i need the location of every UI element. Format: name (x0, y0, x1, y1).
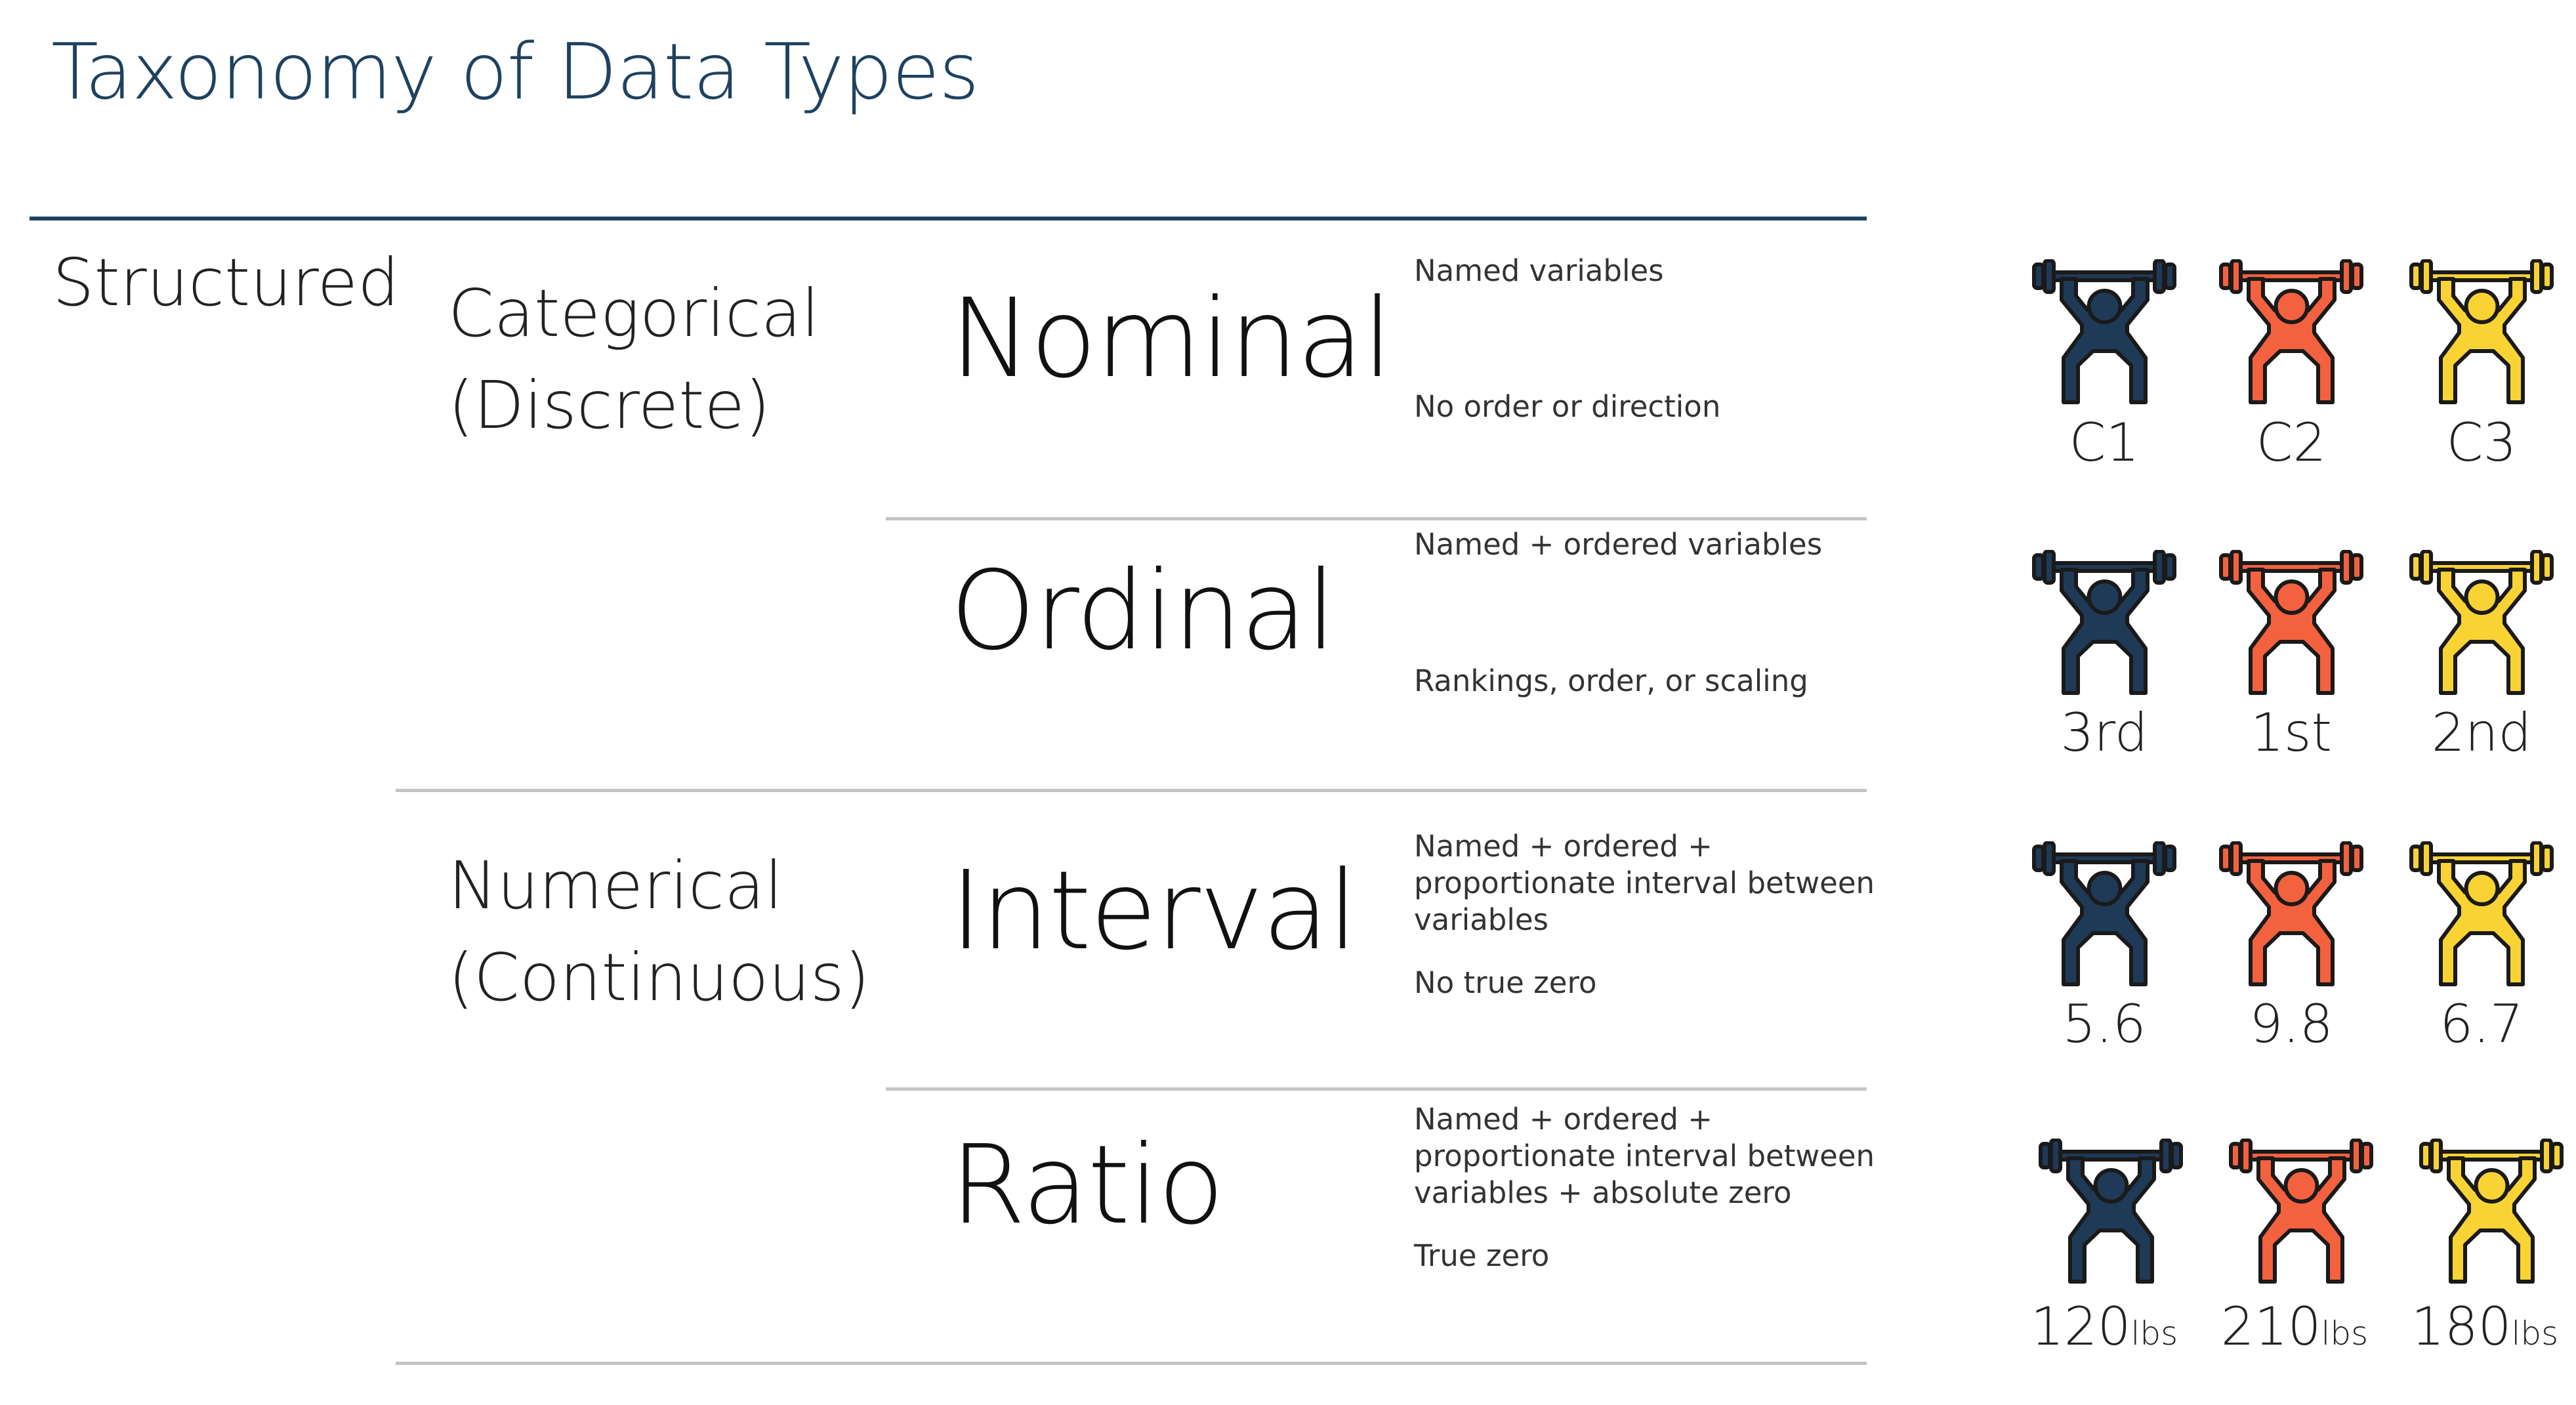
desc-nominal-1: Named variables (1414, 253, 1664, 288)
example-label-weight: 210lbs (2209, 1296, 2380, 1357)
category-label-line2: (Continuous) (448, 939, 870, 1016)
example-label-weight: 120lbs (2019, 1296, 2190, 1357)
example-label: C3 (2446, 412, 2517, 473)
weightlifter-icon (2405, 259, 2559, 405)
title-divider (30, 217, 1867, 220)
desc-ordinal-2: Rankings, order, or scaling (1414, 663, 1808, 698)
example-label: 1st (2251, 702, 2332, 763)
row-divider-numerical (396, 789, 1867, 792)
desc-nominal-2: No order or direction (1414, 389, 1721, 424)
weightlifter-icon (2027, 259, 2182, 405)
category-numerical: Numerical (Continuous) (448, 840, 870, 1024)
example-label: 3rd (2060, 702, 2148, 763)
weight-unit: lbs (2130, 1314, 2178, 1353)
weightlifter-icon (2027, 550, 2182, 696)
category-categorical: Categorical (Discrete) (448, 268, 820, 451)
weight-unit: lbs (2321, 1314, 2369, 1353)
desc-ordinal-1: Named + ordered variables (1414, 527, 1823, 562)
category-label-line1: Categorical (448, 275, 820, 352)
weightlifter-icon (2214, 550, 2369, 696)
row-divider-ratio (886, 1087, 1867, 1091)
table-bottom-divider (396, 1362, 1867, 1365)
example-label: 2nd (2431, 702, 2532, 763)
weight-value: 210 (2220, 1296, 2321, 1357)
example-label: 5.6 (2062, 994, 2146, 1055)
type-ratio: Ratio (950, 1122, 1224, 1249)
weightlifter-icon (2214, 259, 2369, 405)
weightlifter-icon (2034, 1139, 2188, 1284)
example-label: 9.8 (2249, 994, 2333, 1055)
weightlifter-icon (2027, 841, 2182, 987)
weightlifter-icon (2405, 550, 2559, 696)
category-label-line1: Numerical (448, 847, 783, 924)
weight-value: 120 (2030, 1296, 2131, 1357)
weight-unit: lbs (2511, 1314, 2559, 1353)
desc-ratio-1: Named + ordered + proportionate interval… (1414, 1102, 1875, 1210)
desc-interval-2: No true zero (1414, 965, 1597, 1000)
example-label-weight: 180lbs (2399, 1296, 2570, 1357)
type-nominal: Nominal (950, 276, 1393, 402)
desc-ratio-2: True zero (1414, 1238, 1550, 1273)
desc-interval-1: Named + ordered + proportionate interval… (1414, 829, 1875, 937)
weightlifter-icon (2224, 1139, 2379, 1284)
weightlifter-icon (2405, 841, 2559, 987)
example-label: C2 (2256, 412, 2327, 473)
page-title: Taxonomy of Data Types (51, 26, 980, 117)
level-structured: Structured (52, 244, 400, 321)
example-label: 6.7 (2440, 994, 2524, 1055)
weightlifter-icon (2214, 841, 2369, 987)
category-label-line2: (Discrete) (448, 367, 771, 444)
row-divider-ordinal (886, 517, 1867, 520)
example-label: C1 (2069, 412, 2140, 473)
weightlifter-icon (2415, 1139, 2569, 1284)
type-ordinal: Ordinal (950, 548, 1337, 675)
type-interval: Interval (950, 848, 1358, 975)
weight-value: 180 (2411, 1296, 2512, 1357)
